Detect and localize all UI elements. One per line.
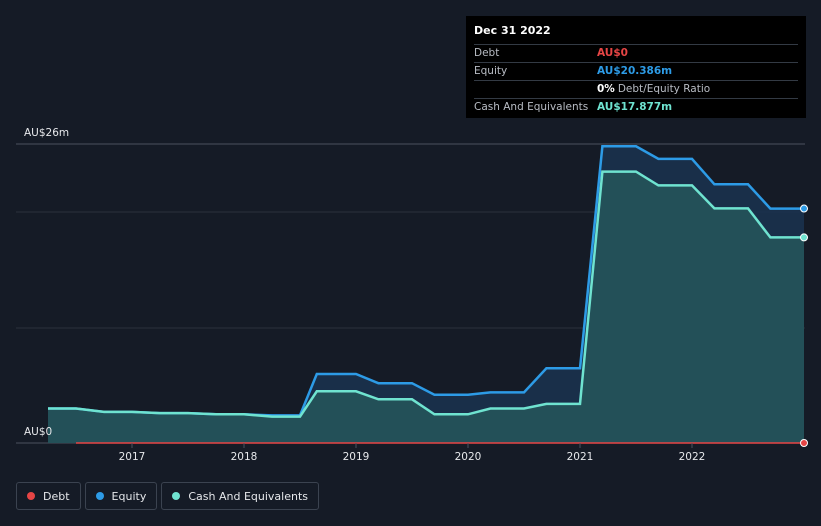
equity-dot-icon xyxy=(95,492,104,500)
legend-cash[interactable]: Cash And Equivalents xyxy=(161,482,319,510)
x-tick-label-2018: 2018 xyxy=(231,451,258,463)
x-tick-label-2020: 2020 xyxy=(455,451,482,463)
x-tick-label-2022: 2022 xyxy=(679,451,706,463)
chart-legend: Debt Equity Cash And Equivalents xyxy=(16,482,319,510)
tooltip-equity-value: AU$20.386m xyxy=(597,65,673,77)
tooltip-row-ratio: 0% Debt/Equity Ratio xyxy=(474,80,798,98)
legend-debt-label: Debt xyxy=(43,489,70,503)
cash-end-marker[interactable] xyxy=(800,233,808,242)
tooltip-equity-label: Equity xyxy=(474,65,508,77)
tooltip-cash-label: Cash And Equivalents xyxy=(474,101,589,113)
tooltip-row-debt: Debt AU$0 xyxy=(474,44,798,62)
x-tick-label-2017: 2017 xyxy=(119,451,146,463)
x-tick-label-2019: 2019 xyxy=(343,451,370,463)
tooltip-debt-label: Debt xyxy=(474,47,500,59)
y-tick-label-top: AU$26m xyxy=(24,127,69,139)
y-tick-label-bottom: AU$0 xyxy=(24,426,52,438)
tooltip-ratio-value: 0% xyxy=(597,83,615,95)
debt-dot-icon xyxy=(27,492,35,500)
legend-equity-label: Equity xyxy=(111,489,147,503)
tooltip-row-cash: Cash And Equivalents AU$17.877m xyxy=(474,98,798,116)
equity-end-marker[interactable] xyxy=(800,204,808,213)
tooltip-debt-value: AU$0 xyxy=(597,47,628,59)
tooltip-row-equity: Equity AU$20.386m xyxy=(474,62,798,80)
legend-cash-label: Cash And Equivalents xyxy=(188,489,308,503)
x-axis-ticks: 2017 2018 2019 2020 2021 2022 xyxy=(119,443,706,463)
x-tick-label-2021: 2021 xyxy=(567,451,594,463)
hover-tooltip: Dec 31 2022 Debt AU$0 Equity AU$20.386m … xyxy=(466,16,806,118)
cash-area xyxy=(48,171,804,443)
tooltip-ratio-spacer xyxy=(474,81,597,98)
legend-debt[interactable]: Debt xyxy=(16,482,81,510)
legend-equity[interactable]: Equity xyxy=(84,482,158,510)
tooltip-cash-value: AU$17.877m xyxy=(597,101,673,113)
cash-dot-icon xyxy=(172,492,181,500)
debt-equity-chart: AU$26m AU$0 2017 2018 2019 2020 2021 2022 xyxy=(16,127,808,463)
debt-end-marker[interactable] xyxy=(800,439,808,447)
cash-line xyxy=(48,170,804,418)
tooltip-ratio-label: Debt/Equity Ratio xyxy=(617,83,711,95)
tooltip-date: Dec 31 2022 xyxy=(474,24,551,37)
